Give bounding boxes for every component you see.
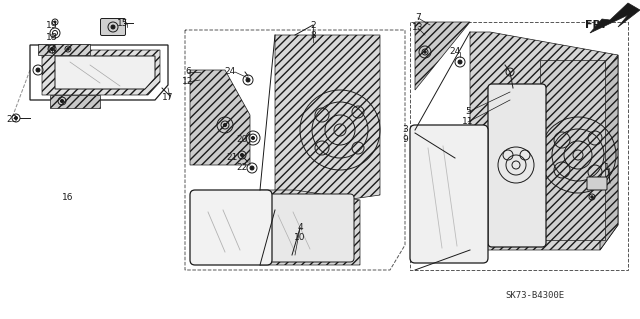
Circle shape — [67, 48, 69, 50]
Polygon shape — [275, 35, 380, 210]
Circle shape — [15, 116, 17, 120]
Circle shape — [458, 60, 462, 64]
Text: 18: 18 — [46, 33, 58, 42]
Text: 2: 2 — [310, 20, 316, 29]
Text: FR.: FR. — [585, 20, 605, 30]
Text: 5: 5 — [465, 108, 471, 116]
Polygon shape — [540, 60, 605, 240]
FancyBboxPatch shape — [410, 125, 488, 263]
Polygon shape — [50, 95, 100, 108]
Text: 15: 15 — [117, 19, 129, 27]
Text: 20: 20 — [236, 136, 248, 145]
Circle shape — [250, 166, 254, 170]
Text: 7: 7 — [415, 13, 421, 23]
Circle shape — [111, 25, 115, 29]
Text: 22: 22 — [236, 164, 248, 173]
Text: 16: 16 — [62, 194, 74, 203]
Text: 11: 11 — [462, 117, 474, 127]
Text: 10: 10 — [294, 234, 306, 242]
Polygon shape — [190, 70, 250, 165]
FancyBboxPatch shape — [100, 19, 125, 35]
Polygon shape — [590, 3, 640, 33]
Text: 6: 6 — [185, 68, 191, 77]
Circle shape — [54, 21, 56, 23]
Polygon shape — [38, 44, 90, 55]
Text: 24: 24 — [449, 48, 461, 56]
Text: 9: 9 — [402, 136, 408, 145]
Text: 8: 8 — [310, 31, 316, 40]
Text: 3: 3 — [402, 125, 408, 135]
Text: 13: 13 — [412, 24, 424, 33]
Circle shape — [223, 123, 227, 127]
Text: 17: 17 — [163, 93, 173, 102]
Polygon shape — [415, 22, 470, 90]
Circle shape — [246, 78, 250, 82]
Polygon shape — [42, 50, 160, 95]
Polygon shape — [600, 55, 618, 250]
Text: 23: 23 — [6, 115, 18, 124]
Text: 24: 24 — [225, 68, 236, 77]
Text: 19: 19 — [46, 20, 58, 29]
Circle shape — [591, 196, 593, 198]
Polygon shape — [470, 32, 618, 250]
FancyBboxPatch shape — [488, 84, 546, 247]
Circle shape — [51, 48, 54, 50]
FancyBboxPatch shape — [587, 177, 607, 190]
Text: 1: 1 — [604, 164, 610, 173]
Text: 12: 12 — [182, 78, 194, 86]
Text: SK73-B4300E: SK73-B4300E — [505, 291, 564, 300]
Text: 21: 21 — [227, 153, 237, 162]
Circle shape — [252, 137, 255, 139]
Polygon shape — [260, 190, 360, 265]
Circle shape — [36, 68, 40, 72]
Text: 14: 14 — [46, 46, 58, 55]
FancyBboxPatch shape — [264, 194, 354, 262]
Circle shape — [424, 51, 426, 53]
FancyBboxPatch shape — [190, 190, 272, 265]
Circle shape — [61, 100, 63, 102]
Text: 4: 4 — [297, 224, 303, 233]
Polygon shape — [55, 56, 155, 89]
Circle shape — [241, 153, 243, 157]
